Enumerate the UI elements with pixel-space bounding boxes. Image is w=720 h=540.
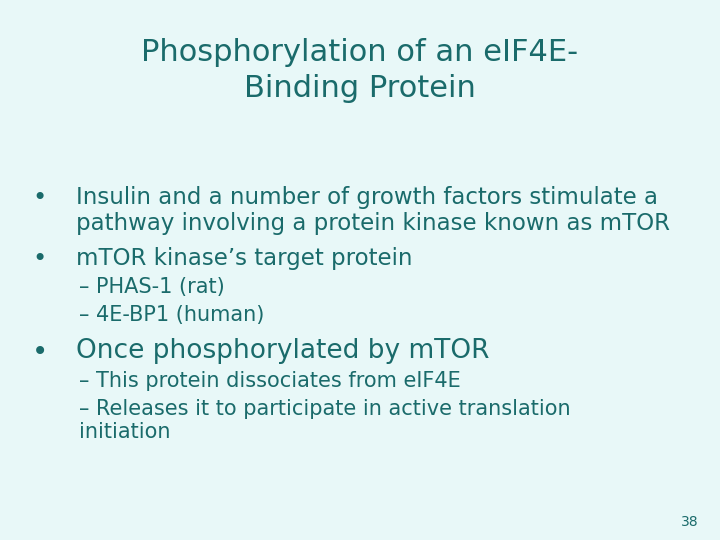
Text: initiation: initiation (79, 422, 171, 442)
Text: •: • (32, 186, 47, 210)
Text: •: • (32, 247, 47, 271)
Text: mTOR kinase’s target protein: mTOR kinase’s target protein (76, 247, 412, 270)
Text: Insulin and a number of growth factors stimulate a: Insulin and a number of growth factors s… (76, 186, 657, 210)
Text: – 4E-BP1 (human): – 4E-BP1 (human) (79, 305, 264, 325)
Text: Phosphorylation of an eIF4E-
Binding Protein: Phosphorylation of an eIF4E- Binding Pro… (141, 38, 579, 103)
Text: 38: 38 (681, 515, 698, 529)
Text: pathway involving a protein kinase known as mTOR: pathway involving a protein kinase known… (76, 212, 670, 235)
Text: •: • (32, 338, 48, 366)
Text: – Releases it to participate in active translation: – Releases it to participate in active t… (79, 399, 571, 419)
Text: Once phosphorylated by mTOR: Once phosphorylated by mTOR (76, 338, 489, 363)
Text: – This protein dissociates from eIF4E: – This protein dissociates from eIF4E (79, 372, 461, 392)
Text: – PHAS-1 (rat): – PHAS-1 (rat) (79, 277, 225, 297)
